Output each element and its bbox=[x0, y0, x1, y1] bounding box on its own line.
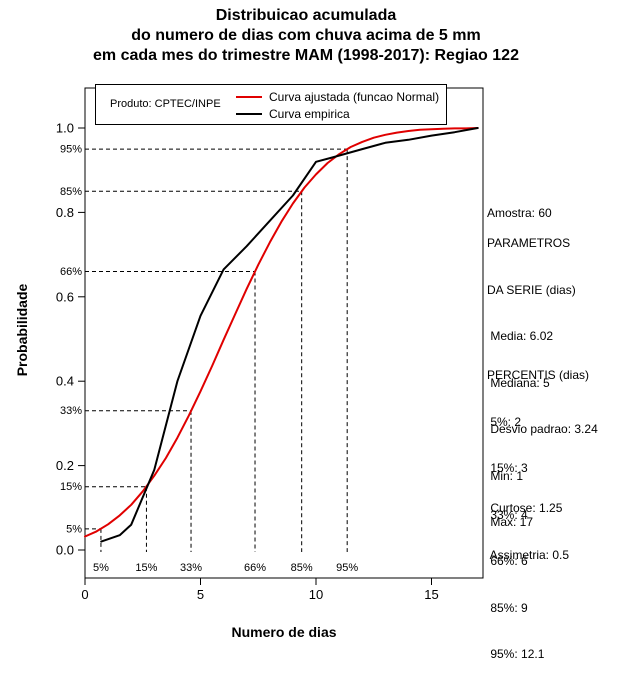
percentile-bottom-label: 5% bbox=[93, 562, 109, 574]
figure-root: { "title": { "line1": "Distribuicao acum… bbox=[0, 6, 612, 661]
legend-item-label: Curva ajustada (funcao Normal) bbox=[269, 89, 440, 104]
stats-panel-moments: Curtose: 1.25 Assimetria: 0.5 bbox=[487, 470, 569, 579]
stat-line: DA SERIE (dias) bbox=[487, 282, 576, 297]
legend-entries: Curva ajustada (funcao Normal) Curva emp… bbox=[236, 88, 439, 122]
stat-line: 85%: 9 bbox=[487, 600, 528, 615]
percentile-left-label: 95% bbox=[60, 144, 82, 156]
empirical-curve bbox=[100, 127, 479, 543]
stat-line: Min: 1 bbox=[487, 468, 524, 483]
chart-title-line-1: Distribuicao acumulada bbox=[215, 7, 397, 24]
y-tick-label: 0.8 bbox=[56, 205, 74, 220]
percentile-left-label: 15% bbox=[60, 481, 82, 493]
legend-product-label: Produto: CPTEC/INPE bbox=[110, 98, 221, 110]
x-tick-label: 0 bbox=[81, 587, 88, 602]
y-tick-label: 0.6 bbox=[56, 289, 74, 304]
stat-line: PARAMETROS bbox=[487, 236, 571, 250]
stat-line: Desvio padrao: 3.24 bbox=[487, 422, 598, 436]
legend-item-empirical: Curva empirica bbox=[236, 105, 439, 122]
stat-line: Max: 17 bbox=[487, 515, 534, 529]
stat-line: Assimetria: 0.5 bbox=[487, 547, 570, 562]
x-tick-label: 15 bbox=[424, 587, 438, 602]
stat-line: 95%: 12.1 bbox=[487, 647, 545, 661]
percentile-left-label: 33% bbox=[60, 405, 82, 417]
sample-size: Amostra: 60 bbox=[487, 206, 552, 220]
y-axis-title: Probabilidade bbox=[14, 283, 30, 377]
x-tick-label: 5 bbox=[197, 587, 204, 602]
x-axis-title: Numero de dias bbox=[231, 624, 337, 640]
cdf-plot: 0.0 0.2 0.4 0.6 0.8 1.0 0 5 10 15 5% 5% 15% 15% 33% 33%… bbox=[56, 87, 484, 602]
legend-item-fitted: Curva ajustada (funcao Normal) bbox=[236, 88, 439, 105]
percentile-left-label: 66% bbox=[60, 266, 82, 278]
y-tick-label: 1.0 bbox=[56, 121, 74, 136]
x-tick-label: 10 bbox=[309, 587, 323, 602]
percentile-bottom-label: 85% bbox=[291, 562, 313, 574]
percentile-bottom-label: 33% bbox=[180, 562, 202, 574]
percentile-bottom-label: 95% bbox=[336, 562, 358, 574]
stat-line: Media: 6.02 bbox=[487, 329, 554, 343]
legend: Produto: CPTEC/INPE Curva ajustada (func… bbox=[95, 84, 447, 125]
stat-line: 15%: 3 bbox=[487, 461, 528, 475]
percentile-bottom-label: 66% bbox=[244, 562, 266, 574]
stat-line: Mediana: 5 bbox=[487, 375, 550, 390]
stat-line: 33%: 4 bbox=[487, 507, 528, 522]
stat-line: 5%: 2 bbox=[487, 414, 522, 429]
chart-title-line-2: do numero de dias com chuva acima de 5 m… bbox=[131, 27, 481, 44]
stat-line: 66%: 6 bbox=[487, 554, 528, 568]
y-tick-label: 0.2 bbox=[56, 458, 74, 473]
stats-panel-parameters: PARAMETROS DA SERIE (dias) Media: 6.02 M… bbox=[487, 205, 598, 546]
chart-title-line-3: em cada mes do trimestre MAM (1998-2017)… bbox=[93, 47, 519, 64]
plot-box bbox=[84, 87, 484, 579]
stats-panel-percentiles: PERCENTIS (dias) 5%: 2 15%: 3 33%: 4 66%… bbox=[487, 337, 589, 678]
percentile-left-label: 5% bbox=[66, 523, 82, 535]
empirical-curve-swatch bbox=[236, 112, 262, 115]
stat-line: PERCENTIS (dias) bbox=[487, 368, 590, 382]
stats-panel-sample: Amostra: 60 bbox=[487, 175, 552, 237]
fitted-curve bbox=[84, 127, 479, 538]
percentile-left-label: 85% bbox=[60, 186, 82, 198]
fitted-curve-swatch bbox=[236, 95, 262, 98]
legend-item-label: Curva empirica bbox=[269, 106, 350, 121]
y-tick-label: 0.0 bbox=[56, 543, 74, 558]
chart-title: Distribuicao acumulada do numero de dias… bbox=[0, 6, 612, 66]
percentile-bottom-label: 15% bbox=[135, 562, 157, 574]
stat-line: Curtose: 1.25 bbox=[487, 501, 563, 515]
y-tick-label: 0.4 bbox=[56, 374, 74, 389]
